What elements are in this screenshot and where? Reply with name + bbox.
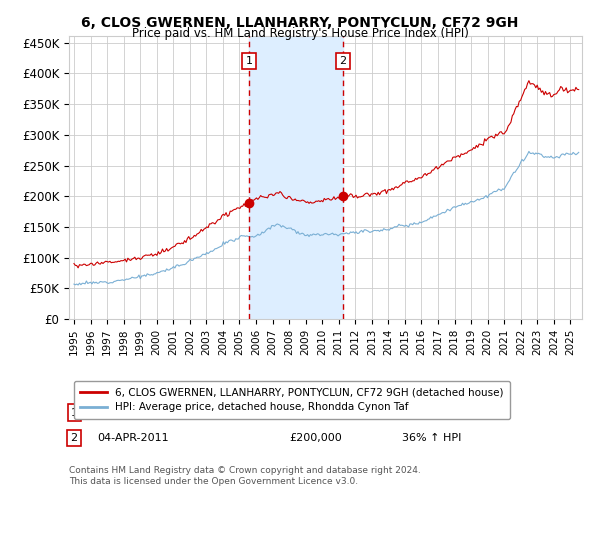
Text: Price paid vs. HM Land Registry's House Price Index (HPI): Price paid vs. HM Land Registry's House … (131, 27, 469, 40)
Text: 36% ↑ HPI: 36% ↑ HPI (403, 433, 462, 443)
Text: 1: 1 (71, 408, 77, 418)
Text: 2: 2 (71, 433, 77, 443)
Text: 09-AUG-2005: 09-AUG-2005 (97, 408, 172, 418)
Text: 27% ↑ HPI: 27% ↑ HPI (403, 408, 462, 418)
Text: 1: 1 (245, 56, 253, 66)
Legend: 6, CLOS GWERNEN, LLANHARRY, PONTYCLUN, CF72 9GH (detached house), HPI: Average p: 6, CLOS GWERNEN, LLANHARRY, PONTYCLUN, C… (74, 381, 509, 419)
Text: 2: 2 (340, 56, 346, 66)
Bar (249, 36, 343, 319)
Text: 6, CLOS GWERNEN, LLANHARRY, PONTYCLUN, CF72 9GH: 6, CLOS GWERNEN, LLANHARRY, PONTYCLUN, C… (82, 16, 518, 30)
Text: £188,995: £188,995 (290, 408, 343, 418)
Text: Contains HM Land Registry data © Crown copyright and database right 2024.
This d: Contains HM Land Registry data © Crown c… (69, 466, 421, 486)
Text: £200,000: £200,000 (290, 433, 343, 443)
Text: 04-APR-2011: 04-APR-2011 (97, 433, 169, 443)
